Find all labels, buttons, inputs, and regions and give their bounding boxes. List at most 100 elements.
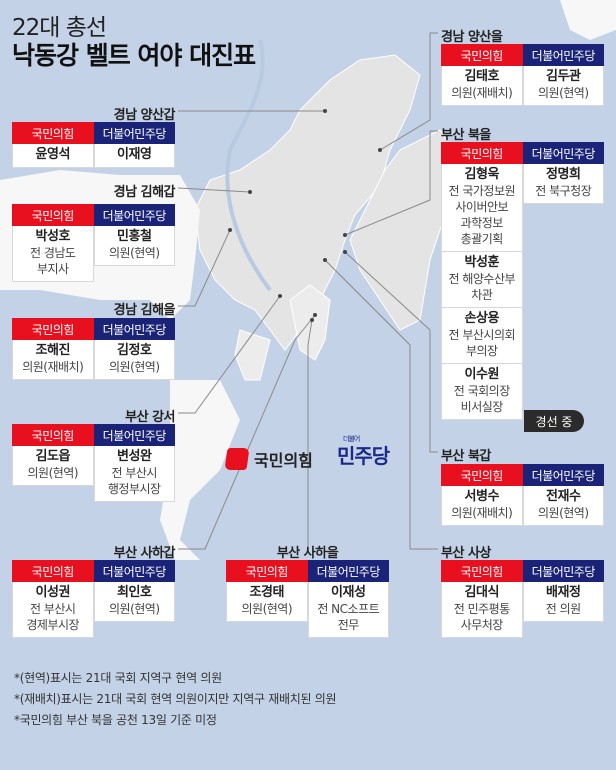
candidate-name: 최인호 bbox=[117, 585, 152, 600]
ppp-column: 김대식 전 민주평통 사무처장 bbox=[441, 582, 523, 638]
party-header: 국민의힘 더불어민주당 bbox=[12, 424, 175, 446]
land bbox=[194, 54, 461, 381]
dem-header: 더불어민주당 bbox=[93, 424, 175, 446]
footnote: *국민의힘 부산 북을 공천 13일 기준 미정 bbox=[14, 713, 217, 727]
district-dots bbox=[228, 109, 382, 322]
matchup-card: 국민의힘 더불어민주당 김대식 전 민주평통 사무처장 배재정 전 의원 bbox=[441, 560, 604, 638]
candidate-name: 김도읍 bbox=[35, 449, 71, 464]
party-header: 국민의힘 더불어민주당 bbox=[12, 122, 175, 144]
dem-header: 더불어민주당 bbox=[522, 142, 604, 164]
ppp-column: 조해진 의원(재배치) bbox=[12, 340, 94, 380]
party-header: 국민의힘 더불어민주당 bbox=[12, 318, 175, 340]
dem-column: 이재영 bbox=[93, 144, 175, 168]
candidate-career: 전 부산시 bbox=[30, 602, 76, 616]
candidate-columns: 김형욱 전 국가정보원 사이버안보 과학정보 총괄기획 박성훈 전 해양수산부 차관 손상용 전 … bbox=[441, 164, 604, 420]
matchup-card: 국민의힘 더불어민주당 서병수 의원(재배치) 전재수 의원(현역) bbox=[441, 464, 604, 526]
title-line1: 22대 총선 bbox=[12, 15, 107, 41]
candidate-name: 박성훈 bbox=[464, 255, 500, 270]
candidate-career: 차관 bbox=[471, 288, 493, 302]
dem-header: 더불어민주당 bbox=[522, 44, 604, 66]
candidate-columns: 이성권 전 부산시 경제부시장 최인호 의원(현역) bbox=[12, 582, 175, 638]
candidate-entry: 조해진 의원(재배치) bbox=[12, 340, 94, 380]
ppp-column: 윤영석 bbox=[12, 144, 94, 168]
candidate-name: 이재영 bbox=[117, 147, 152, 162]
dem-column: 김정호 의원(현역) bbox=[93, 340, 175, 380]
candidate-career: 전 북구청장 bbox=[535, 184, 592, 198]
candidate-entry: 정명희 전 북구청장 bbox=[522, 164, 604, 204]
party-header: 국민의힘 더불어민주당 bbox=[441, 464, 604, 486]
candidate-name: 김정호 bbox=[117, 343, 152, 358]
candidate-name: 조경태 bbox=[249, 585, 285, 600]
candidate-career: 의원(현역) bbox=[537, 86, 589, 100]
dem-logo-small-text: 더불어 bbox=[343, 435, 360, 443]
matchup-card: 국민의힘 더불어민주당 조경태 의원(현역) 이재성 전 NC소프트 전무 bbox=[226, 560, 389, 638]
candidate-career: 행정부시장 bbox=[107, 482, 161, 496]
candidate-columns: 김도읍 의원(현역) 변성완 전 부산시 행정부시장 bbox=[12, 446, 175, 502]
candidate-columns: 조경태 의원(현역) 이재성 전 NC소프트 전무 bbox=[226, 582, 389, 638]
party-header: 국민의힘 더불어민주당 bbox=[12, 560, 175, 582]
candidate-career: 부의장 bbox=[465, 344, 498, 358]
candidate-career: 전 경남도 bbox=[30, 246, 76, 260]
candidate-career: 총괄기획 bbox=[460, 232, 504, 246]
candidate-name: 이성권 bbox=[35, 585, 71, 600]
candidate-entry: 김도읍 의원(현역) bbox=[12, 446, 94, 486]
candidate-entry: 김정호 의원(현역) bbox=[93, 340, 175, 380]
footnote: *(재배치)표시는 21대 국회 현역 의원이지만 지역구 재배치된 의원 bbox=[14, 692, 337, 706]
dem-header: 더불어민주당 bbox=[93, 318, 175, 340]
leader-lines bbox=[177, 32, 438, 550]
candidate-columns: 조해진 의원(재배치) 김정호 의원(현역) bbox=[12, 340, 175, 380]
party-header: 국민의힘 더불어민주당 bbox=[441, 560, 604, 582]
river bbox=[225, 39, 272, 292]
candidate-name: 민홍철 bbox=[117, 229, 152, 244]
ppp-header: 국민의힘 bbox=[12, 560, 94, 582]
candidate-entry: 윤영석 bbox=[12, 144, 94, 168]
ppp-column: 김도읍 의원(현역) bbox=[12, 446, 94, 486]
ppp-header: 국민의힘 bbox=[441, 560, 523, 582]
candidate-entry: 김형욱 전 국가정보원 사이버안보 과학정보 총괄기획 bbox=[441, 164, 523, 252]
dem-header: 더불어민주당 bbox=[522, 464, 604, 486]
candidate-columns: 김대식 전 민주평통 사무처장 배재정 전 의원 bbox=[441, 582, 604, 638]
ppp-header: 국민의힘 bbox=[226, 560, 308, 582]
candidate-entry: 배재정 전 의원 bbox=[522, 582, 604, 622]
party-header: 국민의힘 더불어민주당 bbox=[441, 142, 604, 164]
candidate-entry: 김태호 의원(재배치) bbox=[441, 66, 523, 106]
candidate-career: 의원(현역) bbox=[108, 246, 160, 260]
ppp-header: 국민의힘 bbox=[12, 424, 94, 446]
ppp-column: 박성호 전 경남도 부지사 bbox=[12, 226, 94, 282]
candidate-name: 손상용 bbox=[464, 311, 500, 326]
candidate-name: 박성호 bbox=[35, 229, 71, 244]
candidate-career: 전 해양수산부 bbox=[448, 272, 516, 286]
dem-header: 더불어민주당 bbox=[93, 204, 175, 226]
party-header: 국민의힘 더불어민주당 bbox=[226, 560, 389, 582]
ppp-header: 국민의힘 bbox=[441, 464, 523, 486]
footnote: *(현역)표시는 21대 국회 지역구 현역 의원 bbox=[14, 671, 222, 685]
district-label: 부산 북갑 bbox=[441, 449, 491, 464]
candidate-entry: 전재수 의원(현역) bbox=[522, 486, 604, 526]
candidate-name: 김형욱 bbox=[464, 167, 500, 182]
district-label: 부산 사상 bbox=[441, 546, 491, 561]
candidate-career: 의원(현역) bbox=[108, 602, 160, 616]
ppp-header: 국민의힘 bbox=[12, 318, 94, 340]
district-label: 경남 김해갑 bbox=[113, 185, 176, 200]
district-label: 경남 양산갑 bbox=[113, 108, 176, 123]
party-header: 국민의힘 더불어민주당 bbox=[12, 204, 175, 226]
party-header: 국민의힘 더불어민주당 bbox=[441, 44, 604, 66]
candidate-career: 의원(재배치) bbox=[451, 506, 513, 520]
candidate-name: 김태호 bbox=[464, 69, 500, 84]
candidate-name: 윤영석 bbox=[35, 147, 71, 162]
ppp-header: 국민의힘 bbox=[12, 204, 94, 226]
candidate-name: 김두관 bbox=[546, 69, 581, 84]
district-label: 부산 북을 bbox=[441, 128, 491, 143]
candidate-columns: 박성호 전 경남도 부지사 민홍철 의원(현역) bbox=[12, 226, 175, 282]
candidate-career: 전 부산시의회 bbox=[448, 328, 516, 342]
ppp-column: 서병수 의원(재배치) bbox=[441, 486, 523, 526]
dem-column: 전재수 의원(현역) bbox=[522, 486, 604, 526]
candidate-name: 이수원 bbox=[464, 367, 500, 382]
ppp-column: 김태호 의원(재배치) bbox=[441, 66, 523, 106]
candidate-career: 비서실장 bbox=[460, 400, 504, 414]
